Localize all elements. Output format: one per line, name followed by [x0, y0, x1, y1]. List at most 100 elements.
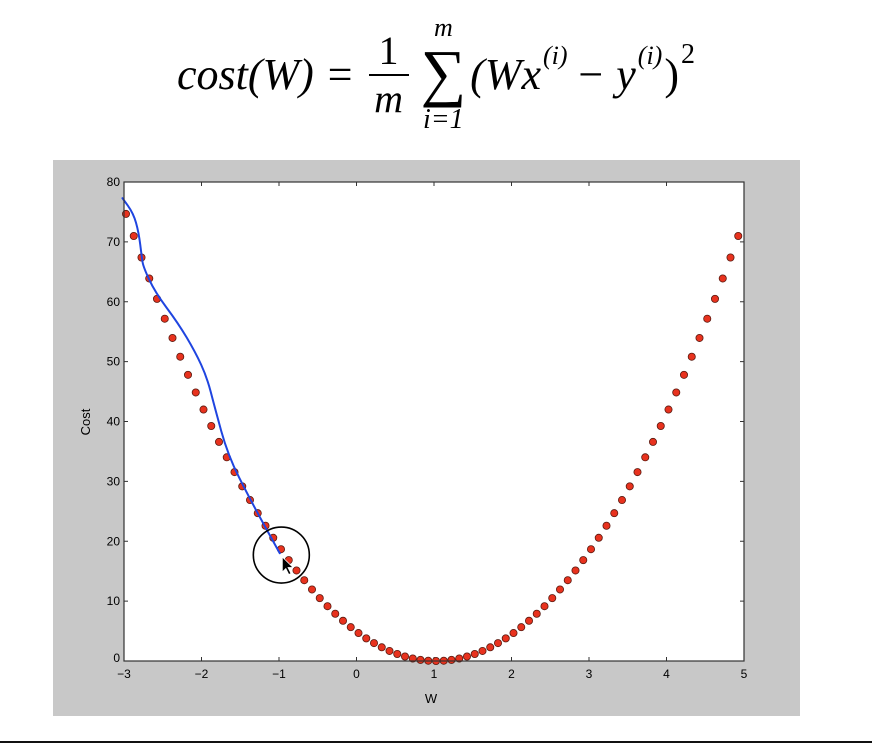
- summation: m ∑ i=1: [420, 12, 467, 136]
- y-tick-label: 70: [107, 235, 121, 249]
- data-point: [354, 629, 363, 638]
- term-minus-y: − y: [575, 50, 636, 99]
- data-point: [509, 629, 518, 638]
- fraction: 1 m: [368, 28, 409, 121]
- x-tick-label: 4: [663, 667, 670, 681]
- data-point: [447, 655, 456, 664]
- data-point: [680, 370, 689, 379]
- data-point: [703, 314, 712, 323]
- y-tick-label: 60: [107, 295, 121, 309]
- data-point: [315, 594, 324, 603]
- data-point: [486, 643, 495, 652]
- data-point: [307, 585, 316, 594]
- data-point: [734, 232, 743, 241]
- mouse-cursor-icon: [281, 556, 295, 576]
- x-tick-label: 5: [741, 667, 748, 681]
- summand: (Wx (i) − y (i) ) 2: [470, 41, 695, 99]
- data-point: [633, 468, 642, 477]
- data-point: [672, 388, 681, 397]
- data-point: [168, 333, 177, 342]
- data-point: [695, 333, 704, 342]
- x-tick-label: 0: [353, 667, 360, 681]
- highlight-circle: [252, 526, 311, 584]
- data-point: [501, 634, 510, 643]
- figure-panel: −3 −2 −1 0 1 2 3 4 5 0 10 20 30 40 50 60 70 80 W Cost: [53, 160, 800, 716]
- data-point: [711, 294, 720, 303]
- data-point: [687, 352, 696, 361]
- data-point: [338, 616, 347, 625]
- data-point: [524, 616, 533, 625]
- data-point: [610, 509, 619, 518]
- data-point: [323, 602, 332, 611]
- data-point: [385, 646, 394, 655]
- data-point: [649, 437, 658, 446]
- x-tick-label: −2: [195, 667, 209, 681]
- bottom-divider: [0, 741, 872, 743]
- term-open: (Wx: [470, 50, 541, 99]
- data-point: [470, 649, 479, 658]
- data-point: [207, 421, 216, 430]
- plot-area: [124, 182, 744, 661]
- y-tick-label: 0: [113, 651, 120, 665]
- data-point: [563, 576, 572, 585]
- fraction-numerator: 1: [378, 28, 399, 73]
- y-tick-label: 30: [107, 474, 121, 488]
- y-axis-label: Cost: [78, 408, 93, 435]
- data-point: [656, 421, 665, 430]
- data-point: [129, 232, 138, 241]
- data-point: [641, 453, 650, 462]
- data-point: [548, 594, 557, 603]
- sum-symbol: ∑: [420, 36, 467, 108]
- x-tick-label: 2: [508, 667, 515, 681]
- y-tick-label: 40: [107, 415, 121, 429]
- superscript-i-1: (i): [543, 41, 568, 70]
- data-point: [331, 609, 340, 618]
- data-point: [594, 533, 603, 542]
- x-tick-label: 3: [586, 667, 593, 681]
- data-point: [393, 649, 402, 658]
- sum-lower-limit: i=1: [423, 103, 464, 135]
- x-tick-label: 1: [431, 667, 438, 681]
- data-point: [602, 521, 611, 530]
- axes-frame: [123, 181, 745, 662]
- data-point: [183, 370, 192, 379]
- data-point: [160, 314, 169, 323]
- data-point: [292, 566, 301, 575]
- data-point: [555, 585, 564, 594]
- data-point: [408, 654, 417, 663]
- data-point: [191, 388, 200, 397]
- data-point: [571, 566, 580, 575]
- fraction-bar: [368, 74, 409, 76]
- data-point: [362, 634, 371, 643]
- data-point: [664, 405, 673, 414]
- data-point: [517, 623, 526, 632]
- data-point: [625, 482, 634, 491]
- data-point: [369, 639, 378, 648]
- sum-upper-limit: m: [433, 12, 453, 42]
- data-point: [532, 609, 541, 618]
- x-axis-label: W: [425, 691, 438, 706]
- term-close: ): [664, 50, 679, 99]
- data-point: [587, 545, 596, 554]
- data-point: [618, 496, 627, 505]
- data-point: [400, 652, 409, 661]
- x-tick-label: −3: [117, 667, 131, 681]
- data-point: [455, 654, 464, 663]
- data-point: [579, 556, 588, 565]
- y-tick-label: 20: [107, 534, 121, 548]
- data-point: [726, 253, 735, 262]
- cost-formula: cost(W) = 1 m m ∑ i=1 (Wx (i) − y (i) ) …: [0, 0, 872, 150]
- data-point: [540, 602, 549, 611]
- data-point: [493, 639, 502, 648]
- y-tick-label: 10: [107, 594, 121, 608]
- data-point: [718, 274, 727, 283]
- fraction-denominator: m: [374, 76, 403, 121]
- data-point: [300, 576, 309, 585]
- data-point: [176, 352, 185, 361]
- formula-lhs: cost(W) =: [177, 50, 355, 99]
- data-point: [199, 405, 208, 414]
- data-point: [377, 643, 386, 652]
- superscript-i-2: (i): [637, 41, 663, 70]
- data-point: [462, 652, 471, 661]
